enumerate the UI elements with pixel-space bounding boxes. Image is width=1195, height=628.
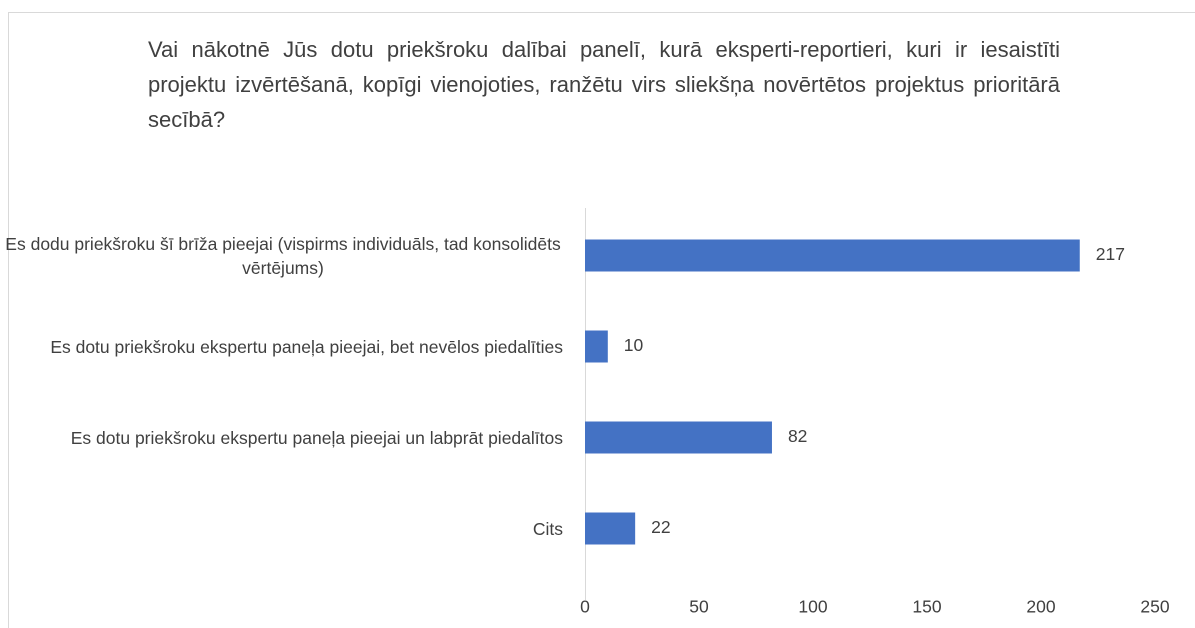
chart-border bbox=[8, 12, 1195, 628]
x-tick-label: 100 bbox=[798, 597, 827, 617]
x-tick-label: 250 bbox=[1140, 597, 1169, 617]
data-label: 217 bbox=[1096, 244, 1125, 264]
x-tick-label: 150 bbox=[912, 597, 941, 617]
chart-title: Vai nākotnē Jūs dotu priekšroku dalībai … bbox=[148, 37, 1060, 132]
bar bbox=[585, 421, 772, 454]
x-tick-label: 50 bbox=[689, 597, 709, 617]
bar bbox=[585, 330, 608, 363]
bar bbox=[585, 239, 1080, 272]
category-label-wrap: Es dotu priekšroku ekspertu paneļa pieej… bbox=[0, 426, 563, 450]
category-label-wrap: Es dotu priekšroku ekspertu paneļa pieej… bbox=[0, 335, 563, 359]
bar bbox=[585, 512, 636, 545]
data-label: 10 bbox=[624, 335, 644, 355]
data-label: 82 bbox=[788, 426, 807, 446]
y-tick-label: Cits bbox=[532, 518, 563, 539]
x-tick-label: 0 bbox=[580, 597, 590, 617]
data-label: 22 bbox=[651, 517, 670, 537]
category-label-wrap: Cits bbox=[0, 517, 563, 541]
y-tick-label: Es dotu priekšroku ekspertu paneļa pieej… bbox=[50, 336, 563, 357]
x-tick-label: 200 bbox=[1026, 597, 1055, 617]
y-tick-label: Es dodu priekšroku šī brīža pieejai (vis… bbox=[5, 233, 561, 278]
category-label-wrap: Es dodu priekšroku šī brīža pieejai (vis… bbox=[0, 232, 563, 280]
y-tick-label: Es dotu priekšroku ekspertu paneļa pieej… bbox=[70, 427, 563, 448]
